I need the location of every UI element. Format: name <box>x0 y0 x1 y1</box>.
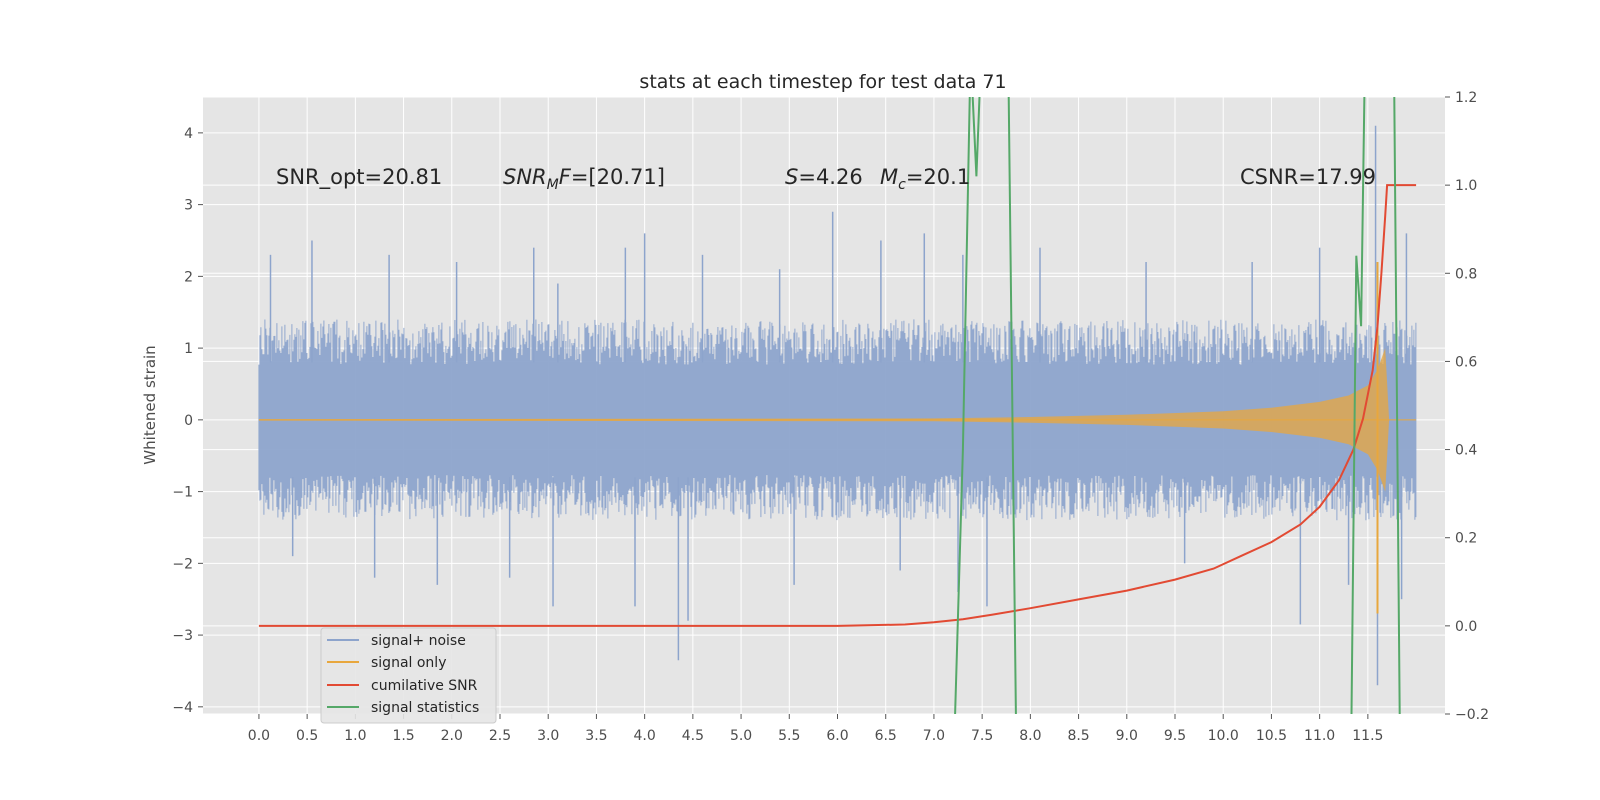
annotation-snr-mf-sub: M <box>547 177 559 193</box>
x-tick-label: 10.0 <box>1208 728 1239 744</box>
annotation-snr-mf-main: SNR <box>503 165 547 189</box>
y-tick-label: 3 <box>184 198 193 214</box>
annotation-s: S=4.26 <box>785 165 863 189</box>
x-tick-label: 1.0 <box>344 728 366 744</box>
y2-tick-label: 0.8 <box>1455 266 1477 282</box>
x-axis-ticks: 0.0 0.5 1.0 1.5 2.0 2.5 3.0 3.5 4.0 4.5 5.0 5.5 6.0 6… <box>248 714 1383 744</box>
y-tick-label: 0 <box>184 413 193 429</box>
x-tick-label: 1.5 <box>392 728 414 744</box>
signal-statistics-line-2 <box>1350 97 1401 714</box>
y2-tick-label: 1.2 <box>1455 90 1477 106</box>
x-tick-label: 10.5 <box>1256 728 1287 744</box>
annotation-snr-opt: SNR_opt=20.81 <box>276 165 442 190</box>
legend: signal+ noise signal only cumilative SNR… <box>320 627 497 724</box>
x-tick-label: 8.0 <box>1019 728 1041 744</box>
annotation-snr-mf: SNRMF=[20.71] <box>503 165 665 193</box>
x-tick-label: 5.0 <box>730 728 752 744</box>
x-tick-label: 9.5 <box>1164 728 1186 744</box>
annotation-mc-sub: c <box>898 177 906 193</box>
x-tick-label: 0.5 <box>296 728 318 744</box>
legend-label-signal-statistics: signal statistics <box>371 700 479 716</box>
signal-statistics-line-1 <box>954 97 1017 714</box>
x-tick-label: 11.0 <box>1304 728 1335 744</box>
y2-tick-label: 0.4 <box>1455 443 1477 459</box>
x-tick-label: 7.0 <box>923 728 945 744</box>
annotation-mc-rest: =20.1 <box>906 165 970 189</box>
y2-tick-label: −0.2 <box>1455 707 1489 723</box>
y-tick-label: −4 <box>172 700 193 716</box>
annotations: SNR_opt=20.81 SNRMF=[20.71] S=4.26 Mc=20… <box>276 165 1376 193</box>
x-tick-label: 4.5 <box>682 728 704 744</box>
y2-tick-label: 0.2 <box>1455 531 1477 547</box>
y-axis-label: Whitened strain <box>141 345 159 464</box>
annotation-s-rest: =4.26 <box>798 165 862 189</box>
x-tick-label: 2.0 <box>441 728 463 744</box>
series-signal-statistics <box>954 97 1401 714</box>
y-tick-label: 4 <box>184 126 193 142</box>
y-tick-label: 2 <box>184 269 193 285</box>
annotation-s-main: S <box>785 165 798 189</box>
y-tick-label: 1 <box>184 341 193 357</box>
x-tick-label: 2.5 <box>489 728 511 744</box>
y-tick-label: −3 <box>172 628 193 644</box>
y2-tick-label: 0.0 <box>1455 619 1477 635</box>
y-axis-left-ticks: −4 −3 −2 −1 0 1 2 3 4 <box>172 126 203 716</box>
y-tick-label: −2 <box>172 556 193 572</box>
x-tick-label: 6.0 <box>826 728 848 744</box>
x-tick-label: 8.5 <box>1067 728 1089 744</box>
x-tick-label: 6.5 <box>875 728 897 744</box>
legend-label-signal-only: signal only <box>371 655 446 671</box>
annotation-mc: Mc=20.1 <box>880 165 970 193</box>
x-tick-label: 5.5 <box>778 728 800 744</box>
annotation-mc-main: M <box>880 165 898 189</box>
x-tick-label: 9.0 <box>1116 728 1138 744</box>
x-tick-label: 7.5 <box>971 728 993 744</box>
x-tick-label: 3.0 <box>537 728 559 744</box>
annotation-snr-mf-rest-f: F <box>559 165 572 189</box>
y-axis-right-ticks: −0.2 0.0 0.2 0.4 0.6 0.8 1.0 1.2 <box>1445 90 1489 723</box>
x-tick-label: 4.0 <box>634 728 656 744</box>
annotation-csnr: CSNR=17.99 <box>1240 165 1376 189</box>
x-tick-label: 0.0 <box>248 728 270 744</box>
y-tick-label: −1 <box>172 485 193 501</box>
y2-tick-label: 1.0 <box>1455 178 1477 194</box>
y2-tick-label: 0.6 <box>1455 354 1477 370</box>
legend-box <box>320 627 497 724</box>
x-tick-label: 11.5 <box>1352 728 1383 744</box>
chart-title: stats at each timestep for test data 71 <box>639 71 1006 93</box>
annotation-snr-mf-rest: =[20.71] <box>571 165 665 189</box>
legend-label-cumulative-snr: cumilative SNR <box>371 678 478 694</box>
legend-label-signal-plus-noise: signal+ noise <box>371 633 466 649</box>
x-tick-label: 3.5 <box>585 728 607 744</box>
